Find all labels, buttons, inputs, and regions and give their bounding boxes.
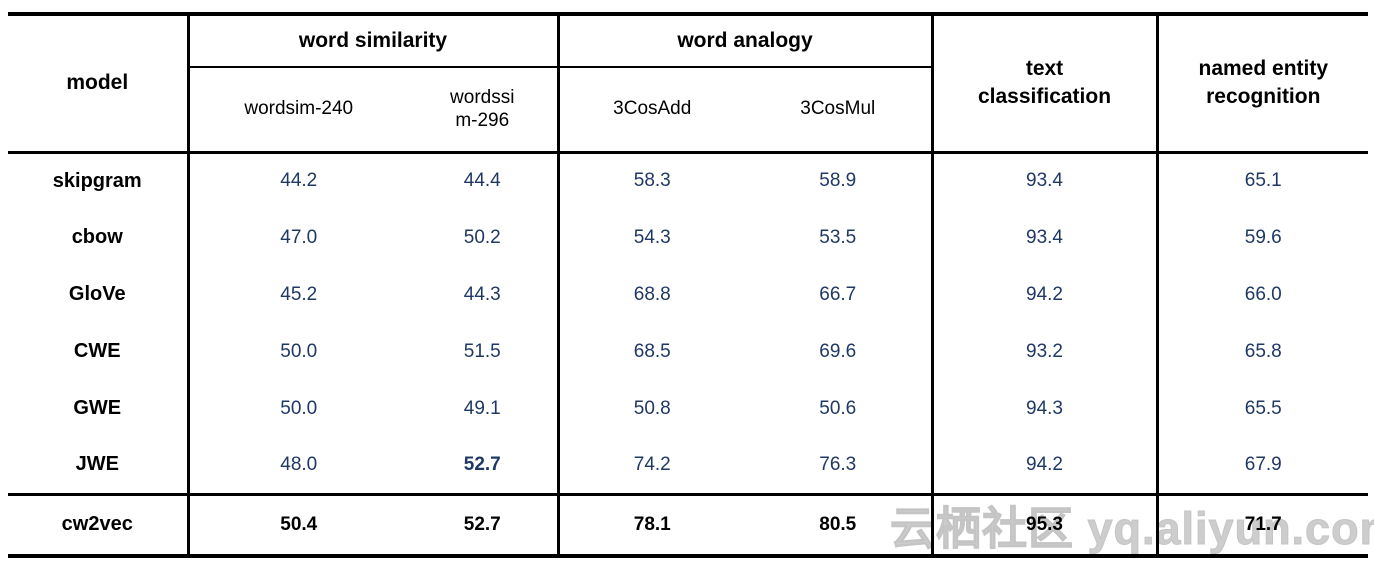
column-header-wordsim-240: wordsim-240 [188, 67, 408, 154]
value-cell: 59.6 [1244, 226, 1282, 248]
results-table: model word similarity word analogy text … [8, 12, 1369, 558]
value-cell-best: 78.1 [558, 492, 745, 558]
value-cell: 50.2 [408, 209, 560, 266]
value-cell: 44.4 [408, 152, 560, 209]
column-header-3cosmul: 3CosMul [745, 67, 934, 154]
column-header-wordssim-296: wordssi m-296 [408, 67, 560, 154]
value-cell: 65.5 [1244, 397, 1282, 419]
value-cell: 65.1 [1244, 170, 1282, 192]
value-cell: 45.2 [280, 283, 318, 305]
value-cell: 67.9 [1244, 453, 1282, 475]
value-cell-best: 95.3 [932, 492, 1159, 558]
column-group-word-similarity: word similarity [188, 12, 560, 68]
value-cell: 58.9 [745, 152, 934, 209]
column-header-model: model [8, 12, 190, 154]
column-header-named-entity-recognition: named entity recognition [1157, 12, 1369, 154]
header-row-sub: wordsim-240 wordssi m-296 3CosAdd 3CosMu… [8, 67, 1368, 154]
value-cell: 93.4 [932, 209, 1159, 266]
value-cell: 50.8 [633, 397, 671, 419]
value-cell-best: 52.7 [408, 492, 560, 558]
model-name: GloVe [8, 266, 190, 323]
table-row-skipgram: skipgram 44.2 44.4 58.3 58.9 93.4 65.1 [8, 152, 1368, 209]
table-row-cw2vec: cw2vec 50.4 52.7 78.1 80.5 95.3 71.7 [8, 492, 1369, 558]
header-row-groups: model word similarity word analogy text … [8, 12, 1369, 154]
model-name: cw2vec [8, 492, 190, 558]
value-cell: 66.0 [1244, 283, 1282, 305]
column-header-text-classification: text classification [932, 12, 1159, 154]
value-cell: 47.0 [280, 226, 318, 248]
value-cell-best: 71.7 [1157, 492, 1369, 558]
column-header-3cosadd: 3CosAdd [558, 67, 745, 154]
value-cell: 93.2 [932, 323, 1159, 380]
value-cell: 93.4 [932, 152, 1159, 209]
model-name: cbow [8, 209, 190, 266]
value-cell: 94.2 [932, 266, 1159, 323]
value-cell-best: 52.7 [408, 437, 560, 494]
value-cell: 53.5 [745, 209, 934, 266]
table-row-cwe: CWE 50.0 51.5 68.5 69.6 93.2 65.8 [8, 323, 1368, 380]
value-cell-best: 50.4 [188, 492, 408, 558]
model-name: GWE [8, 380, 190, 437]
value-cell: 66.7 [745, 266, 934, 323]
model-name: skipgram [8, 152, 190, 209]
value-cell: 48.0 [280, 453, 318, 475]
value-cell: 44.2 [280, 170, 318, 192]
value-cell: 44.3 [408, 266, 560, 323]
column-group-word-analogy: word analogy [558, 12, 934, 68]
value-cell: 68.5 [633, 340, 671, 362]
value-cell: 50.0 [280, 397, 318, 419]
value-cell: 68.8 [633, 283, 671, 305]
model-name: CWE [8, 323, 190, 380]
table-row-gwe: GWE 50.0 49.1 50.8 50.6 94.3 65.5 [8, 380, 1368, 437]
value-cell: 50.0 [280, 340, 318, 362]
value-cell: 65.8 [1244, 340, 1282, 362]
value-cell: 50.6 [745, 380, 934, 437]
table-row-glove: GloVe 45.2 44.3 68.8 66.7 94.2 66.0 [8, 266, 1368, 323]
table-row-jwe: JWE 48.0 52.7 74.2 76.3 94.2 67.9 [8, 437, 1368, 494]
value-cell-best: 80.5 [745, 492, 934, 558]
table-row-cbow: cbow 47.0 50.2 54.3 53.5 93.4 59.6 [8, 209, 1368, 266]
value-cell: 54.3 [633, 226, 671, 248]
value-cell: 94.2 [932, 437, 1159, 494]
model-name: JWE [8, 437, 190, 494]
value-cell: 76.3 [745, 437, 934, 494]
value-cell: 51.5 [408, 323, 560, 380]
value-cell: 74.2 [633, 453, 671, 475]
value-cell: 94.3 [932, 380, 1159, 437]
value-cell: 69.6 [745, 323, 934, 380]
value-cell: 58.3 [633, 170, 671, 192]
value-cell: 49.1 [408, 380, 560, 437]
